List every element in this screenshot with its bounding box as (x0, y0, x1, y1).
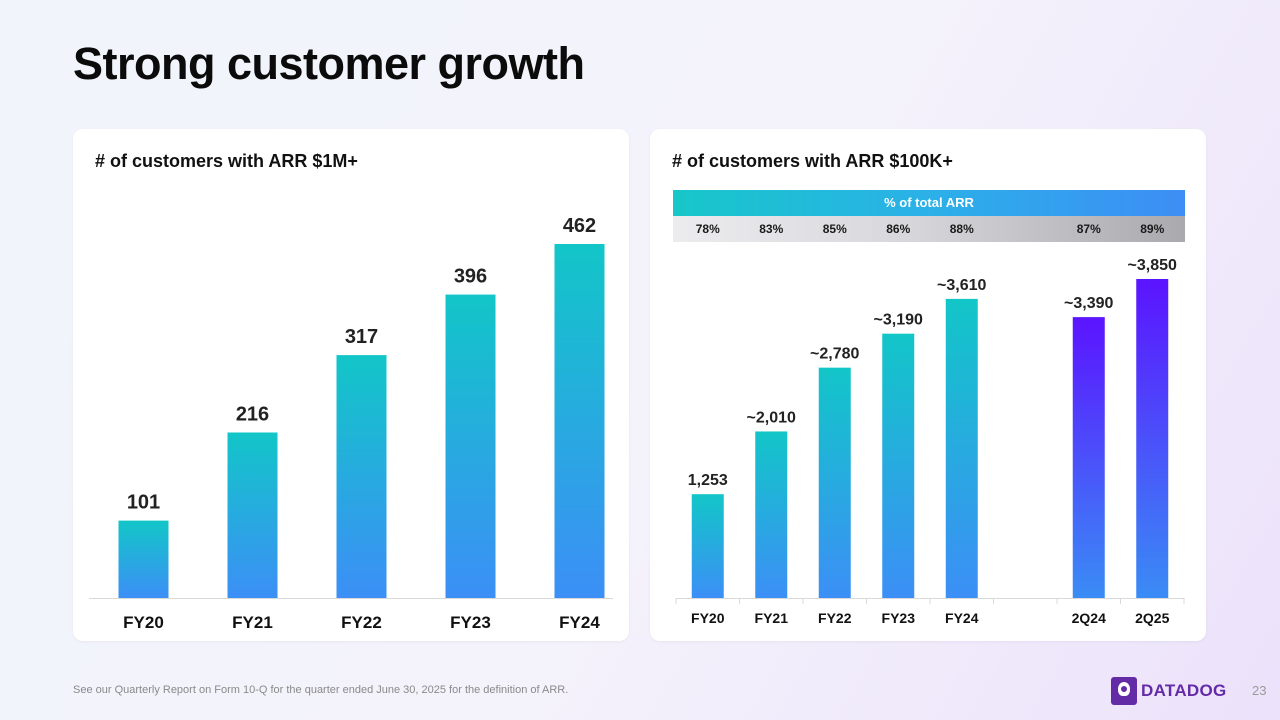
bar-fy20 (691, 494, 724, 598)
bar-fy22 (336, 355, 387, 598)
footnote: See our Quarterly Report on Form 10-Q fo… (73, 684, 569, 696)
tick-label-fy21: FY21 (232, 613, 273, 632)
value-label-fy24: ~3,610 (937, 277, 986, 294)
bar-chart-arr-1m: 101 FY20 216 FY21 317 FY22 396 FY23 462 FY24 (89, 215, 613, 632)
bar-fy20 (118, 520, 169, 598)
bar-2q25 (1136, 279, 1169, 598)
tick-label-fy23: FY23 (450, 613, 491, 632)
page-title: Strong customer growth (73, 38, 585, 89)
pct-of-arr-fy21: 83% (759, 222, 784, 236)
value-label-2q25: ~3,850 (1128, 257, 1177, 274)
value-label-fy21: ~2,010 (747, 409, 796, 426)
tick-label-2q25: 2Q25 (1135, 610, 1169, 626)
value-label-fy24: 462 (563, 215, 596, 237)
page-number: 23 (1252, 683, 1267, 698)
arr-header-strip: % of total ARR (673, 190, 1185, 216)
chart-card-arr-100k: # of customers with ARR $100K+ % of tota… (650, 129, 1206, 641)
tick-label-fy22: FY22 (818, 610, 852, 626)
tick-label-2q24: 2Q24 (1072, 610, 1106, 626)
chart-card-arr-1m: # of customers with ARR $1M+ 101 FY20 216 F… (73, 129, 629, 641)
pct-of-arr-fy22: 85% (822, 222, 847, 236)
chart-title-arr-1m: # of customers with ARR $1M+ (95, 151, 358, 171)
bar-fy21 (227, 432, 278, 598)
value-label-fy21: 216 (236, 403, 269, 425)
pct-of-arr-fy20: 78% (695, 222, 720, 236)
bar-fy22 (818, 367, 851, 598)
value-label-fy20: 1,253 (688, 472, 728, 489)
value-label-2q24: ~3,390 (1064, 295, 1113, 312)
brand-name: DATADOG (1141, 681, 1227, 700)
pct-of-arr-fy24: 88% (949, 222, 974, 236)
bar-chart-arr-100k: 1,253 FY20 ~2,010 FY21 ~2,780 FY22 ~3,190 FY23 ~… (675, 257, 1185, 626)
tick-label-fy24: FY24 (945, 610, 979, 626)
bar-2q24 (1072, 317, 1105, 598)
bar-fy24 (945, 298, 978, 598)
datadog-dog-icon (1111, 677, 1137, 705)
chart-title-arr-100k: # of customers with ARR $100K+ (672, 151, 953, 171)
tick-label-fy22: FY22 (341, 613, 382, 632)
value-label-fy22: 317 (345, 326, 378, 348)
pct-of-arr-strip: 78% 83% 85% 86% 88% 87% 89% (673, 216, 1185, 242)
tick-label-fy24: FY24 (559, 613, 600, 632)
tick-label-fy20: FY20 (691, 610, 725, 626)
bar-fy24 (554, 244, 605, 598)
tick-label-fy21: FY21 (755, 610, 789, 626)
value-label-fy22: ~2,780 (810, 346, 859, 363)
bar-fy23 (882, 333, 915, 598)
bar-fy21 (755, 431, 788, 598)
pct-of-arr-2q24: 87% (1076, 222, 1101, 236)
value-label-fy23: 396 (454, 266, 487, 288)
value-label-fy20: 101 (127, 492, 160, 514)
pct-of-arr-2q25: 89% (1140, 222, 1165, 236)
tick-label-fy20: FY20 (123, 613, 164, 632)
tick-label-fy23: FY23 (882, 610, 916, 626)
datadog-logo: DATADOG (1111, 677, 1227, 705)
bar-fy23 (445, 294, 496, 598)
value-label-fy23: ~3,190 (874, 312, 923, 329)
pct-of-arr-fy23: 86% (886, 222, 911, 236)
